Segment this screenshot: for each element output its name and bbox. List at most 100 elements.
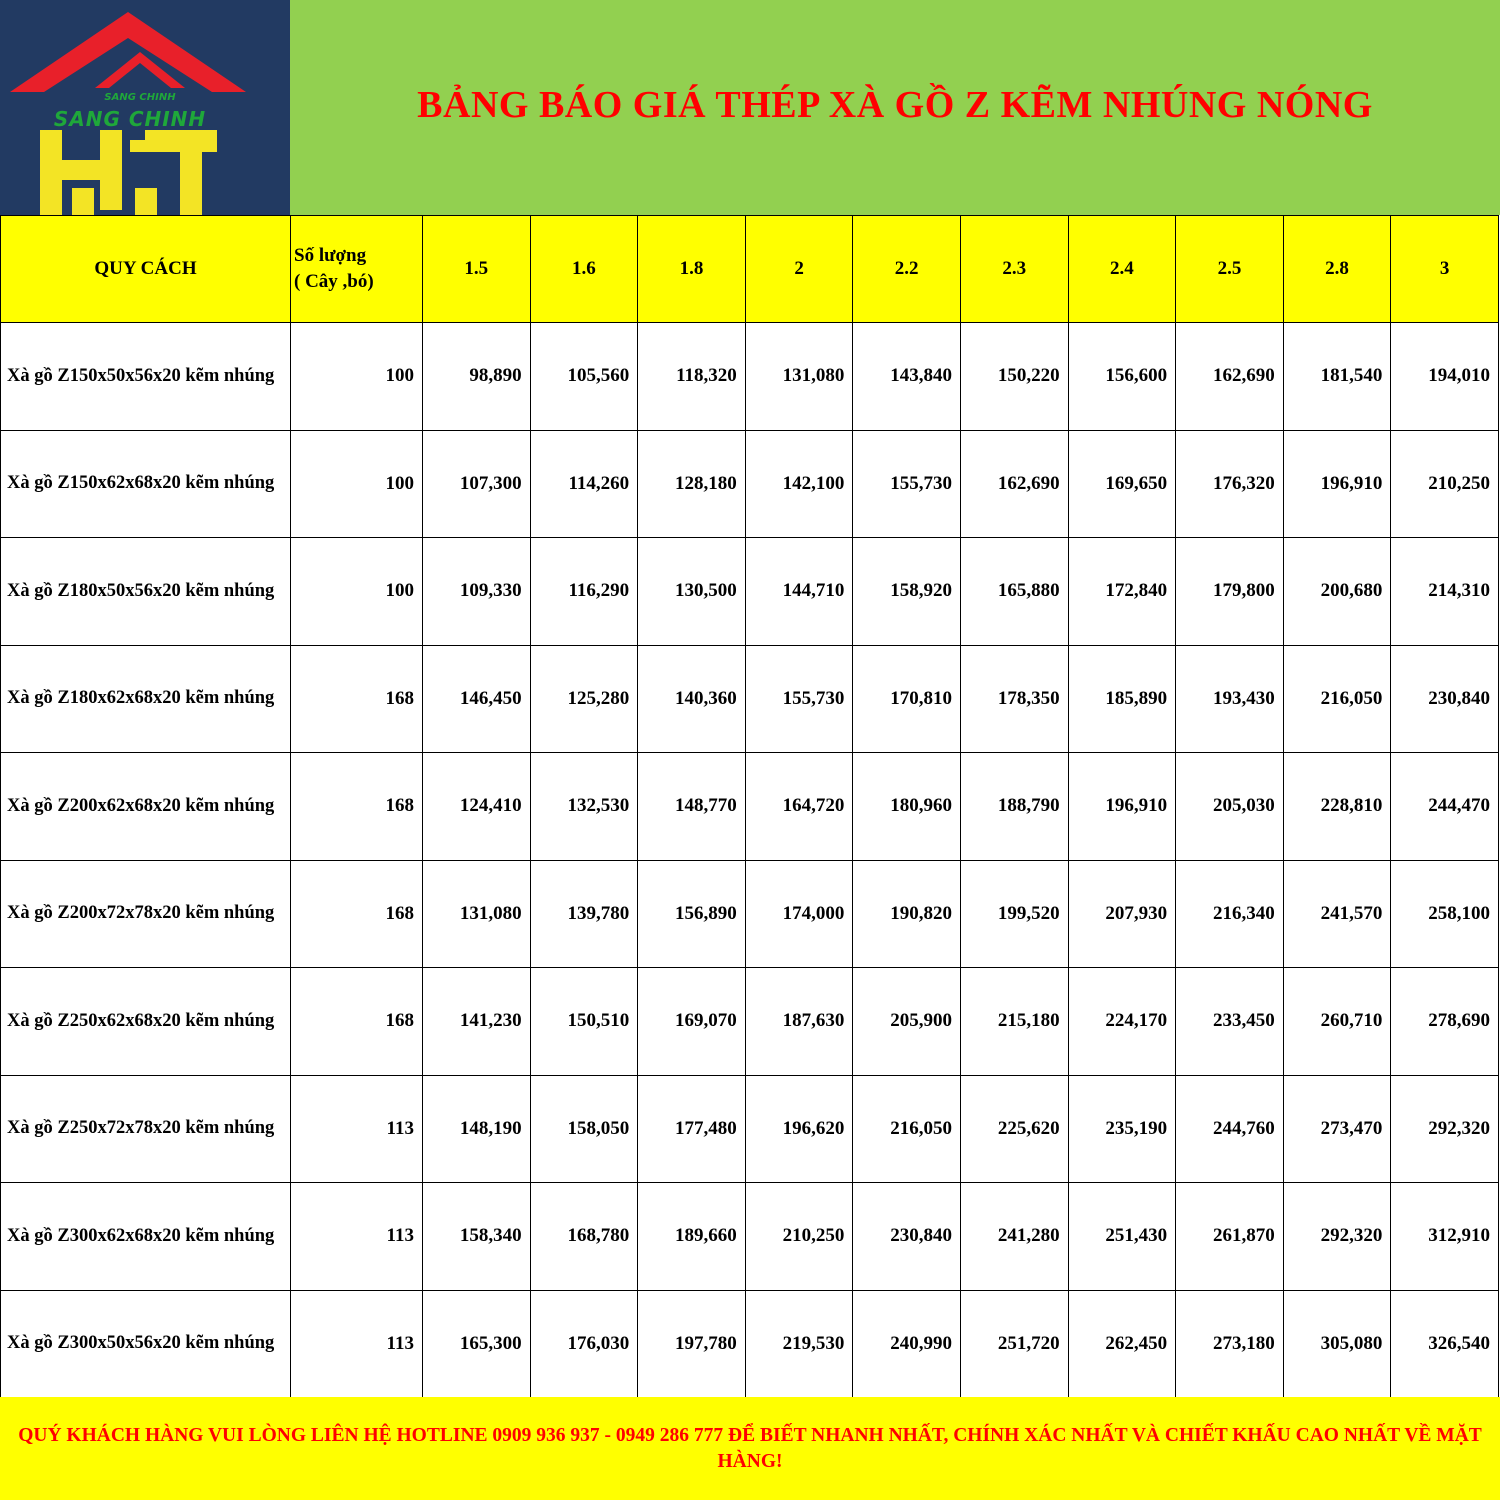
price-cell: 139,780 [529, 859, 639, 968]
price-cell: 132,530 [529, 752, 639, 861]
price-cell: 210,250 [744, 1182, 854, 1291]
price-cell: 150,510 [529, 967, 639, 1076]
price-cell: 158,920 [852, 537, 961, 646]
price-cell: 158,050 [529, 1074, 639, 1183]
price-cell: 162,690 [1175, 322, 1284, 431]
header-thickness: 2.8 [1282, 215, 1392, 323]
price-cell: 176,030 [529, 1289, 639, 1398]
price-cell: 170,810 [852, 644, 961, 753]
price-cell: 174,000 [744, 859, 854, 968]
price-cell: 210,250 [1390, 429, 1499, 538]
price-cell: 179,800 [1175, 537, 1284, 646]
price-table: QUY CÁCH Số lượng ( Cây ,bó) 1.5 1.6 1.8 2 2… [0, 215, 1499, 1398]
price-cell: 176,320 [1175, 429, 1284, 538]
price-cell: 158,340 [422, 1182, 531, 1291]
product-name: Xà gồ Z150x50x56x20 kẽm nhúng [0, 322, 291, 431]
company-logo: SANG CHINH SANG CHINH [0, 0, 290, 240]
price-cell: 180,960 [852, 752, 961, 861]
svg-text:SANG CHINH: SANG CHINH [104, 92, 176, 103]
product-name: Xà gồ Z150x62x68x20 kẽm nhúng [0, 429, 291, 538]
product-name: Xà gồ Z200x62x68x20 kẽm nhúng [0, 752, 291, 861]
price-cell: 144,710 [744, 537, 854, 646]
price-cell: 114,260 [529, 429, 639, 538]
price-cell: 193,430 [1175, 644, 1284, 753]
price-cell: 196,910 [1067, 752, 1177, 861]
table-row: Xà gồ Z150x62x68x20 kẽm nhúng 100 107,300 1… [0, 429, 1499, 538]
price-cell: 251,430 [1067, 1182, 1177, 1291]
price-cell: 109,330 [422, 537, 531, 646]
header-quantity: Số lượng ( Cây ,bó) [290, 215, 423, 323]
table-row: Xà gồ Z150x50x56x20 kẽm nhúng 100 98,890 10… [0, 322, 1499, 431]
price-cell: 251,720 [959, 1289, 1069, 1398]
price-cell: 125,280 [529, 644, 639, 753]
price-cell: 273,470 [1282, 1074, 1392, 1183]
price-cell: 196,620 [744, 1074, 854, 1183]
price-cell: 150,220 [959, 322, 1069, 431]
price-cell: 143,840 [852, 322, 961, 431]
price-cell: 305,080 [1282, 1289, 1392, 1398]
product-name: Xà gồ Z250x62x68x20 kẽm nhúng [0, 967, 291, 1076]
price-cell: 155,730 [852, 429, 961, 538]
price-cell: 188,790 [959, 752, 1069, 861]
product-name: Xà gồ Z180x62x68x20 kẽm nhúng [0, 644, 291, 753]
price-cell: 205,900 [852, 967, 961, 1076]
price-cell: 278,690 [1390, 967, 1499, 1076]
header-thickness: 1.8 [637, 215, 746, 323]
price-cell: 169,650 [1067, 429, 1177, 538]
price-cell: 140,360 [637, 644, 746, 753]
quantity-cell: 113 [290, 1182, 423, 1291]
price-cell: 207,930 [1067, 859, 1177, 968]
product-name: Xà gồ Z180x50x56x20 kẽm nhúng [0, 537, 291, 646]
price-cell: 244,470 [1390, 752, 1499, 861]
quantity-cell: 100 [290, 537, 423, 646]
price-cell: 116,290 [529, 537, 639, 646]
price-cell: 197,780 [637, 1289, 746, 1398]
header-thickness: 2.5 [1175, 215, 1284, 323]
price-cell: 262,450 [1067, 1289, 1177, 1398]
price-cell: 148,190 [422, 1074, 531, 1183]
table-row: Xà gồ Z250x62x68x20 kẽm nhúng 168 141,230 1… [0, 967, 1499, 1076]
price-cell: 216,340 [1175, 859, 1284, 968]
table-row: Xà gồ Z300x50x56x20 kẽm nhúng 113 165,300 1… [0, 1289, 1499, 1398]
header-quantity-line1: Số lượng [294, 245, 367, 266]
table-row: Xà gồ Z180x62x68x20 kẽm nhúng 168 146,450 1… [0, 644, 1499, 753]
price-cell: 230,840 [1390, 644, 1499, 753]
hotline-footer: QUÝ KHÁCH HÀNG VUI LÒNG LIÊN HỆ HOTLINE … [0, 1397, 1500, 1500]
price-cell: 181,540 [1282, 322, 1392, 431]
header-thickness: 2 [744, 215, 854, 323]
price-cell: 258,100 [1390, 859, 1499, 968]
price-cell: 194,010 [1390, 322, 1499, 431]
table-row: Xà gồ Z180x50x56x20 kẽm nhúng 100 109,330 1… [0, 537, 1499, 646]
price-cell: 142,100 [744, 429, 854, 538]
quantity-cell: 168 [290, 967, 423, 1076]
price-cell: 312,910 [1390, 1182, 1499, 1291]
product-name: Xà gồ Z300x62x68x20 kẽm nhúng [0, 1182, 291, 1291]
price-cell: 172,840 [1067, 537, 1177, 646]
price-cell: 292,320 [1390, 1074, 1499, 1183]
price-cell: 187,630 [744, 967, 854, 1076]
price-cell: 148,770 [637, 752, 746, 861]
price-cell: 177,480 [637, 1074, 746, 1183]
price-cell: 240,990 [852, 1289, 961, 1398]
price-cell: 219,530 [744, 1289, 854, 1398]
price-cell: 165,300 [422, 1289, 531, 1398]
product-name: Xà gồ Z200x72x78x20 kẽm nhúng [0, 859, 291, 968]
price-cell: 105,560 [529, 322, 639, 431]
header-thickness: 1.5 [422, 215, 531, 323]
table-row: Xà gồ Z300x62x68x20 kẽm nhúng 113 158,340 1… [0, 1182, 1499, 1291]
price-cell: 156,600 [1067, 322, 1177, 431]
price-cell: 141,230 [422, 967, 531, 1076]
price-cell: 205,030 [1175, 752, 1284, 861]
price-cell: 215,180 [959, 967, 1069, 1076]
quantity-cell: 168 [290, 859, 423, 968]
price-cell: 216,050 [852, 1074, 961, 1183]
price-cell: 260,710 [1282, 967, 1392, 1076]
price-cell: 214,310 [1390, 537, 1499, 646]
price-cell: 244,760 [1175, 1074, 1284, 1183]
header-thickness: 2.2 [852, 215, 961, 323]
price-cell: 190,820 [852, 859, 961, 968]
quantity-cell: 168 [290, 752, 423, 861]
price-cell: 241,280 [959, 1182, 1069, 1291]
price-cell: 130,500 [637, 537, 746, 646]
quantity-cell: 168 [290, 644, 423, 753]
